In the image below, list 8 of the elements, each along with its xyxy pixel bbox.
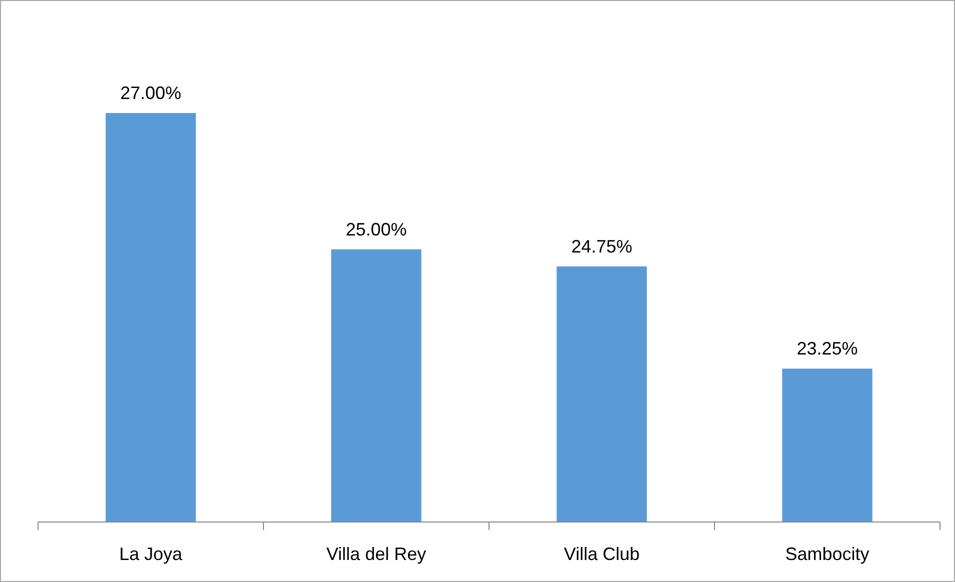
data-label: 23.25% xyxy=(796,338,858,359)
data-label: 24.75% xyxy=(571,236,632,256)
x-tick-label: Sambocity xyxy=(785,544,870,564)
x-tick-label: Villa Club xyxy=(564,544,640,564)
x-tick-label: La Joya xyxy=(119,544,184,564)
data-label: 25.00% xyxy=(346,219,407,240)
x-tick-label: Villa del Rey xyxy=(326,544,426,564)
data-label: 27.00% xyxy=(120,83,182,103)
